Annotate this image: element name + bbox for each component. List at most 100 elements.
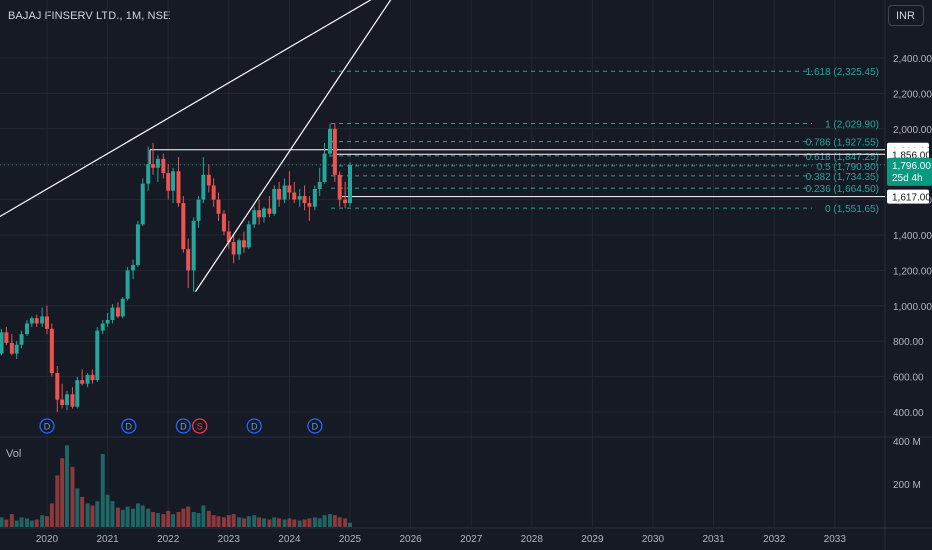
volume-bar [0,517,4,527]
volume-bar [297,520,302,527]
marker-circle [307,418,323,434]
candle-body [328,128,333,154]
volume-bar [29,520,34,527]
price-tag-value: 1,796.00 [892,161,931,172]
candle [176,157,181,207]
volume-bar [155,513,160,527]
marker-circle [175,418,192,434]
split-marker[interactable]: S [192,418,208,434]
candle-body [307,203,312,207]
candle-body [166,173,171,191]
volume-bar [186,506,191,527]
candle [151,142,156,175]
candle-body [261,208,266,218]
price-tag-value: 1,617.00 [892,193,931,204]
time-axis-label: 2021 [96,534,119,545]
volume-axis-label: 400 M [893,437,921,448]
dividend-marker[interactable]: D [39,418,55,434]
candle-body [80,380,85,384]
candle [206,164,211,193]
candle [216,192,221,221]
trendline[interactable] [194,0,401,292]
candle-body [322,153,327,182]
marker-circle [121,418,137,434]
volume-bar [45,516,49,527]
candle-body [9,342,14,354]
volume-bar [80,496,85,527]
candle [201,157,206,204]
candle [120,296,125,319]
candle-body [272,188,277,214]
time-axis-label: 2022 [157,534,180,545]
dividend-marker[interactable]: D [121,418,137,434]
currency-button[interactable]: INR [888,5,924,26]
volume-bar [95,501,100,527]
dividend-marker[interactable]: D [175,418,192,434]
candle-body [60,399,65,405]
price-axis-label: 2,000.00 [893,125,932,136]
candle [34,314,39,328]
volume-bar [317,518,322,527]
candle [85,373,90,388]
price-axis-label: 800.00 [893,337,924,348]
candle-body [95,330,100,381]
time-axis-label: 2027 [460,534,483,545]
candle [125,266,130,301]
candle [257,199,262,225]
volume-bar [343,518,348,527]
candle [292,181,297,204]
candle [19,330,24,349]
candle-body [75,380,80,407]
candle-body [221,213,226,232]
price-axis-label: 400.00 [893,408,924,419]
candle [332,123,337,182]
volume-bar [25,518,30,527]
candle [226,220,231,250]
volume-bar [231,514,236,527]
candle-body [287,185,292,193]
volume-bar [267,519,272,527]
candle [322,142,327,184]
volume-bar [201,505,206,527]
candle-body [277,188,282,200]
price-axis-label: 600.00 [893,373,924,384]
candle-body [25,323,30,335]
dividend-marker[interactable]: D [246,418,262,434]
volume-bar [60,458,65,527]
candle [261,206,266,223]
symbol-title[interactable]: BAJAJ FINSERV LTD., 1M, NSE [8,10,171,22]
volume-bar [49,503,54,527]
price-tag-bg [887,189,929,204]
candle [90,369,95,384]
candle [252,206,257,228]
candle-body [257,210,262,218]
candle-body [45,316,49,329]
candle-body [267,208,272,214]
candle-body [312,188,317,207]
volume-bar [206,510,211,527]
candle-body [216,199,221,214]
volume-bar [191,511,196,527]
candle-body [186,249,191,271]
volume-label: Vol [6,448,22,460]
volume-bar [272,517,277,527]
volume-bar [216,516,221,527]
candle-body [110,307,115,320]
candle [0,328,4,356]
marker-label: D [312,422,319,432]
dividend-marker[interactable]: D [307,418,323,434]
candle [191,217,196,292]
candle-body [120,298,125,317]
candle-body [34,318,39,324]
candle-body [151,164,156,168]
fib-retracement[interactable]: 1.618 (2,325.45) 1 (2,029.90) 0.786 (1,927… [331,67,879,215]
candle-body [196,199,201,221]
price-axis-label: 2,400.00 [893,54,932,65]
marker-label: D [251,422,258,432]
trendline[interactable] [0,0,398,235]
fib-level-label: 1 (2,029.90) [825,120,879,131]
